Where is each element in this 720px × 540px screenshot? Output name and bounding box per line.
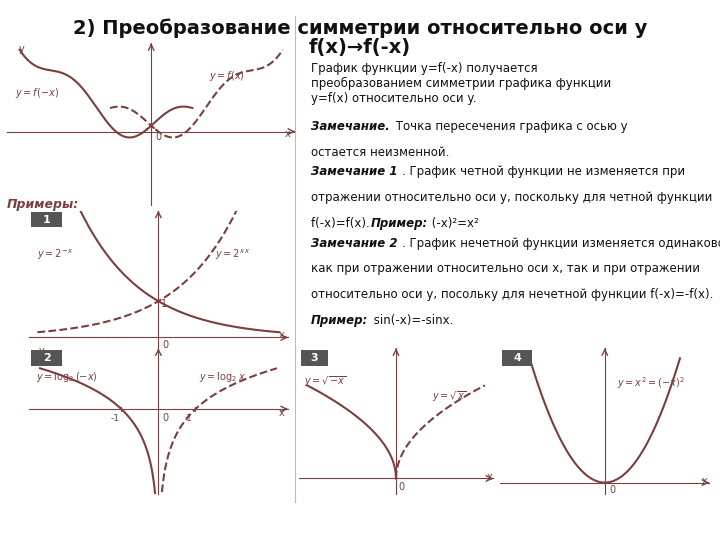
Text: График функции y=f(-x) получается
преобразованием симметрии графика функции
y=f(: График функции y=f(-x) получается преобр…	[311, 62, 611, 105]
Text: Примеры:: Примеры:	[7, 198, 79, 211]
Text: 0: 0	[156, 132, 161, 143]
Text: отражении относительно оси y, поскольку для четной функции: отражении относительно оси y, поскольку …	[311, 191, 712, 204]
Text: Замечание 2: Замечание 2	[311, 237, 397, 249]
Text: (-x)²=x²: (-x)²=x²	[428, 217, 478, 230]
Text: y: y	[19, 44, 24, 54]
Text: 0: 0	[163, 340, 169, 349]
Text: $y = f(-x)$: $y = f(-x)$	[15, 86, 60, 100]
Text: 0: 0	[163, 413, 169, 423]
Text: 4: 4	[513, 353, 521, 363]
Text: f(-x)=f(x).: f(-x)=f(x).	[311, 217, 374, 230]
Text: Замечание 1: Замечание 1	[311, 165, 397, 178]
Text: f(x)→f(-x): f(x)→f(-x)	[309, 38, 411, 57]
Text: 0: 0	[399, 482, 405, 492]
Text: 2) Преобразование симметрии относительно оси y: 2) Преобразование симметрии относительно…	[73, 19, 647, 38]
Text: 0: 0	[609, 485, 615, 495]
Text: . График нечетной функции изменяется одинаково: . График нечетной функции изменяется оди…	[402, 237, 720, 249]
Text: 1: 1	[186, 414, 192, 423]
Text: 2: 2	[43, 353, 51, 363]
Text: x: x	[487, 472, 492, 482]
Text: Замечание.: Замечание.	[311, 120, 390, 133]
Text: Пример:: Пример:	[311, 314, 369, 327]
Text: $y = \sqrt{x}$: $y = \sqrt{x}$	[432, 390, 467, 404]
Text: $y = 2^{-x}$: $y = 2^{-x}$	[37, 247, 73, 262]
Text: x: x	[702, 476, 708, 485]
Text: остается неизменной.: остается неизменной.	[311, 146, 449, 159]
Text: $y = \log_2(-x)$: $y = \log_2(-x)$	[36, 370, 98, 384]
Text: относительно оси y, посольку для нечетной функции f(-x)=-f(x).: относительно оси y, посольку для нечетно…	[311, 288, 714, 301]
Text: $y = \log_2 x$: $y = \log_2 x$	[199, 370, 246, 384]
Text: $y = \sqrt{-x}$: $y = \sqrt{-x}$	[305, 374, 347, 389]
FancyBboxPatch shape	[301, 350, 328, 366]
Text: -1: -1	[110, 414, 120, 423]
Text: Пример:: Пример:	[371, 217, 428, 230]
Text: y: y	[307, 353, 312, 363]
Text: sin(-x)=-sinx.: sin(-x)=-sinx.	[370, 314, 454, 327]
Text: $y = 2^{x\,x}$: $y = 2^{x\,x}$	[215, 247, 250, 262]
FancyBboxPatch shape	[32, 212, 63, 227]
Text: . График четной функции не изменяется при: . График четной функции не изменяется пр…	[402, 165, 685, 178]
Text: как при отражении относительно оси x, так и при отражении: как при отражении относительно оси x, та…	[311, 262, 700, 275]
FancyBboxPatch shape	[503, 350, 531, 366]
Text: 1: 1	[43, 214, 51, 225]
Text: 1: 1	[161, 299, 167, 309]
Text: x: x	[279, 330, 284, 340]
Text: $y = x^2 = (-x)^2$: $y = x^2 = (-x)^2$	[617, 375, 685, 390]
FancyBboxPatch shape	[32, 350, 63, 366]
Text: 3: 3	[310, 353, 318, 363]
Text: x: x	[285, 130, 291, 139]
Text: y: y	[39, 215, 45, 225]
Text: y: y	[509, 354, 515, 364]
Text: x: x	[279, 408, 284, 418]
Text: $y = f(x)$: $y = f(x)$	[209, 69, 245, 83]
Text: Точка пересечения графика с осью y: Точка пересечения графика с осью y	[392, 120, 628, 133]
Text: y: y	[39, 346, 45, 356]
